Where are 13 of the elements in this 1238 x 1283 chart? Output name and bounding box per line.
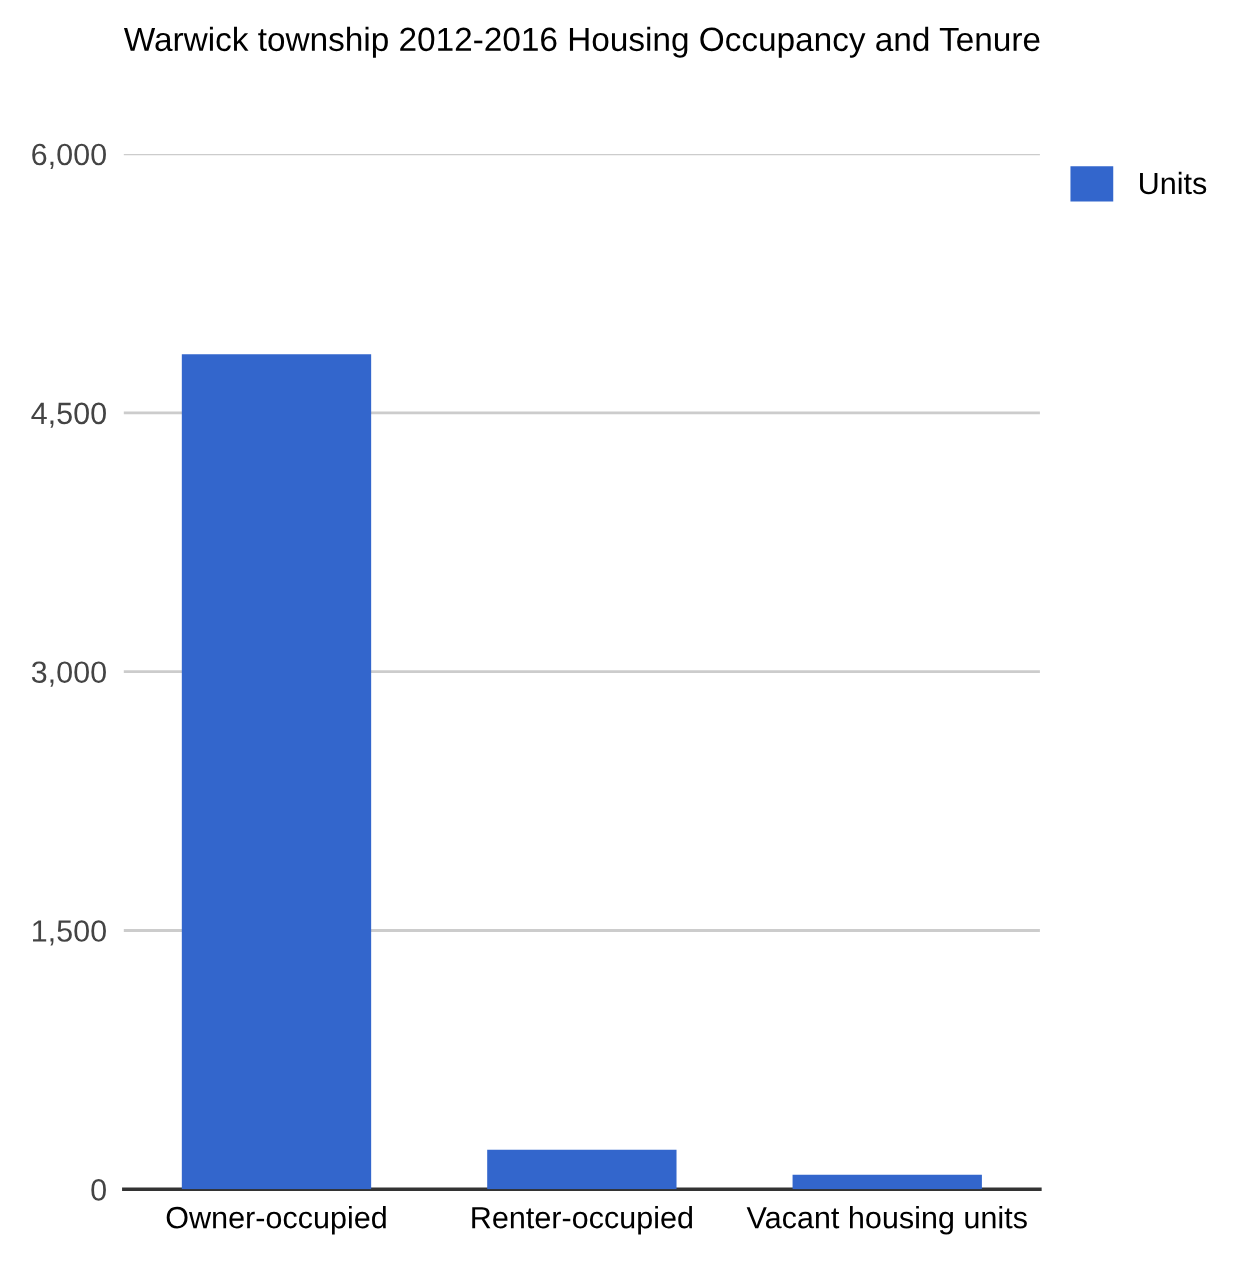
bar [487, 1149, 677, 1190]
x-tick-label: Owner-occupied [166, 1206, 386, 1235]
y-tick-label: 3,000 [31, 661, 106, 687]
x-tick-label: Renter-occupied [472, 1206, 692, 1235]
y-tick-label: 4,500 [31, 402, 106, 428]
legend-label: Units [1140, 171, 1207, 195]
bar [181, 354, 372, 1190]
y-tick-label: 1,500 [33, 920, 106, 946]
y-tick-label: 0 [91, 1179, 106, 1201]
chart-title: Warwick township 2012-2016 Housing Occupancy and Tenure [123, 26, 1040, 58]
bar [792, 1174, 982, 1190]
y-tick-label: 6,000 [32, 143, 106, 169]
x-tick-label: Vacant housing units [746, 1206, 1027, 1235]
